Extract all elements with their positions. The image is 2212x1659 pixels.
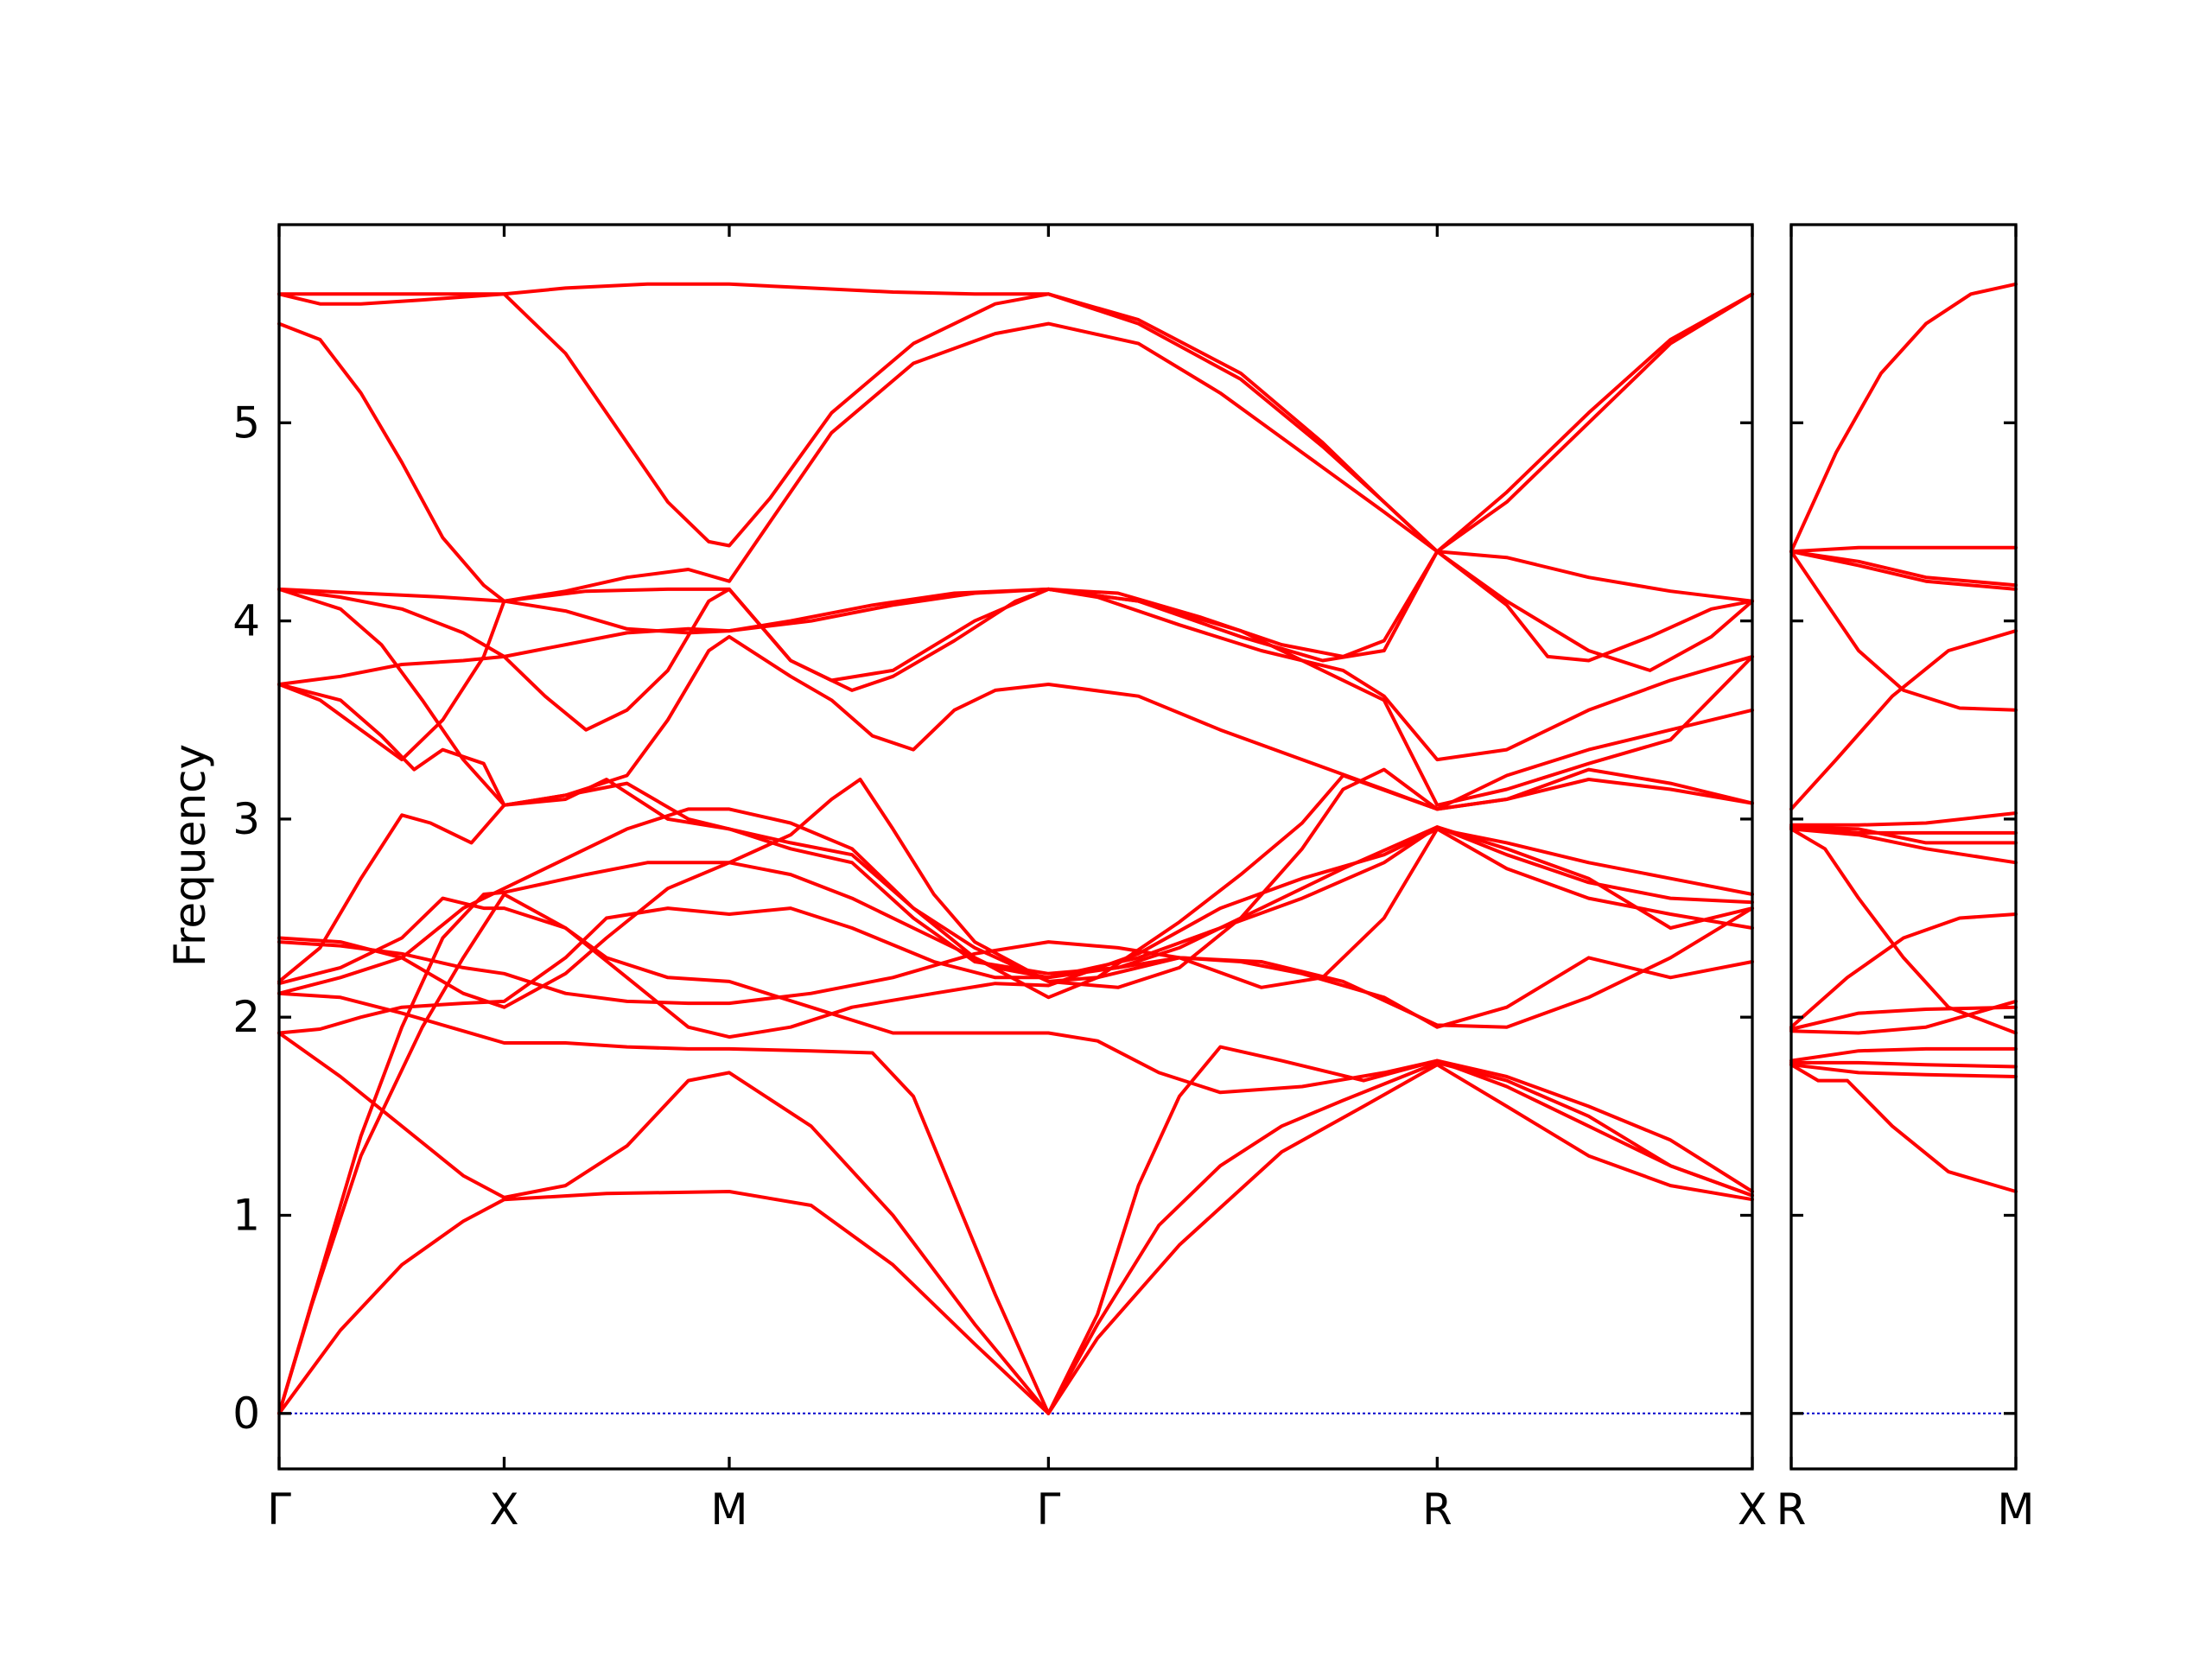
band-line [1789,825,2018,835]
x-tick-label: M [1997,1484,2034,1535]
x-tick-label: X [1738,1484,1767,1535]
band-line [1789,912,2018,1029]
band-line [1789,1063,2018,1193]
x-tick-label: X [489,1484,518,1535]
band-line [277,807,1754,1000]
band-line [277,906,1754,1029]
y-tick-label: 5 [232,397,260,448]
band-line [277,587,1754,807]
plot-frame [1789,223,2018,1471]
band-line [1789,827,2018,1035]
band-line [277,991,1754,1415]
band-line [277,781,1754,983]
x-tick-label: R [1422,1484,1452,1535]
y-tick-label: 4 [232,596,260,646]
main-panel: 0 1 2 3 4 5 Γ X M Γ R X [232,223,1767,1535]
band-line [277,587,1754,811]
band-line [277,896,1754,1193]
band-line [277,587,1754,762]
band-line [1789,550,2018,588]
band-line [1789,1005,2018,1031]
band-line [1789,999,2018,1035]
x-tick-label: R [1777,1484,1807,1535]
band-line [277,1063,1754,1415]
band-line [277,550,1754,762]
band-line [1789,1060,2018,1069]
band-line [1789,282,2018,554]
y-tick-label: 0 [232,1389,260,1439]
band-line [277,292,1754,554]
x-tick-label: Γ [267,1484,291,1535]
y-tick-label: 2 [232,992,260,1042]
plot-frame [277,223,1754,1471]
y-axis-label: Frequency [165,744,215,967]
band-line [1789,827,2018,865]
band-line [1789,550,2018,712]
x-tick-label: M [710,1484,747,1535]
band-line [1789,1063,2018,1078]
y-tick-label: 1 [232,1190,260,1240]
band-line [277,906,1754,1035]
band-line [1789,825,2018,845]
x-tick-label: Γ [1036,1484,1060,1535]
band-line [1789,811,2018,827]
band-line [277,683,1754,989]
y-tick-label: 3 [232,794,260,844]
band-line [1789,550,2018,591]
band-line [1789,629,2018,811]
band-line [1789,545,2018,554]
band-line [1789,1046,2018,1063]
